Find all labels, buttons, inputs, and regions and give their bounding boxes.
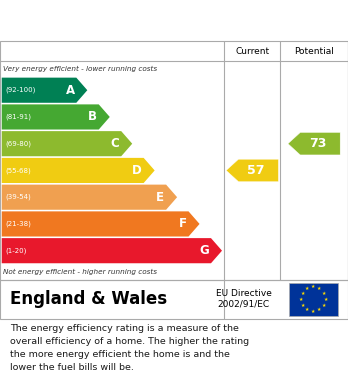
Text: ★: ★: [317, 286, 322, 291]
Text: The energy efficiency rating is a measure of the
overall efficiency of a home. T: The energy efficiency rating is a measur…: [10, 324, 250, 372]
Polygon shape: [2, 131, 132, 156]
Text: Current: Current: [235, 47, 269, 56]
Text: ★: ★: [311, 284, 315, 289]
Text: ★: ★: [317, 307, 322, 312]
Polygon shape: [2, 158, 155, 183]
Text: C: C: [111, 137, 119, 150]
Text: E: E: [156, 191, 164, 204]
Polygon shape: [2, 212, 199, 237]
Text: (1-20): (1-20): [5, 248, 26, 254]
Text: (69-80): (69-80): [5, 140, 31, 147]
Text: (21-38): (21-38): [5, 221, 31, 227]
Text: ★: ★: [323, 297, 327, 301]
Text: (39-54): (39-54): [5, 194, 31, 201]
Text: Very energy efficient - lower running costs: Very energy efficient - lower running co…: [3, 66, 158, 72]
Text: F: F: [179, 217, 187, 230]
Polygon shape: [288, 133, 340, 155]
Polygon shape: [2, 238, 222, 263]
Text: (92-100): (92-100): [5, 87, 35, 93]
Text: Energy Efficiency Rating: Energy Efficiency Rating: [10, 13, 232, 28]
Text: (81-91): (81-91): [5, 114, 31, 120]
Text: A: A: [65, 84, 74, 97]
Text: ★: ★: [305, 307, 309, 312]
Text: D: D: [132, 164, 142, 177]
Text: ★: ★: [299, 297, 303, 301]
Text: ★: ★: [300, 303, 305, 308]
Text: ★: ★: [322, 303, 326, 308]
Polygon shape: [2, 104, 110, 129]
Polygon shape: [2, 185, 177, 210]
Text: ★: ★: [305, 286, 309, 291]
Text: England & Wales: England & Wales: [10, 290, 168, 308]
Text: EU Directive
2002/91/EC: EU Directive 2002/91/EC: [216, 289, 271, 309]
Text: (55-68): (55-68): [5, 167, 31, 174]
Polygon shape: [226, 159, 278, 182]
Text: ★: ★: [300, 291, 305, 296]
Text: ★: ★: [311, 309, 315, 314]
Bar: [289, 283, 338, 316]
Polygon shape: [2, 78, 87, 103]
Text: 57: 57: [247, 164, 264, 177]
Text: G: G: [199, 244, 209, 257]
Text: B: B: [88, 110, 97, 124]
Text: Not energy efficient - higher running costs: Not energy efficient - higher running co…: [3, 269, 158, 275]
Text: ★: ★: [322, 291, 326, 296]
Text: Potential: Potential: [294, 47, 334, 56]
Text: 73: 73: [309, 137, 326, 150]
